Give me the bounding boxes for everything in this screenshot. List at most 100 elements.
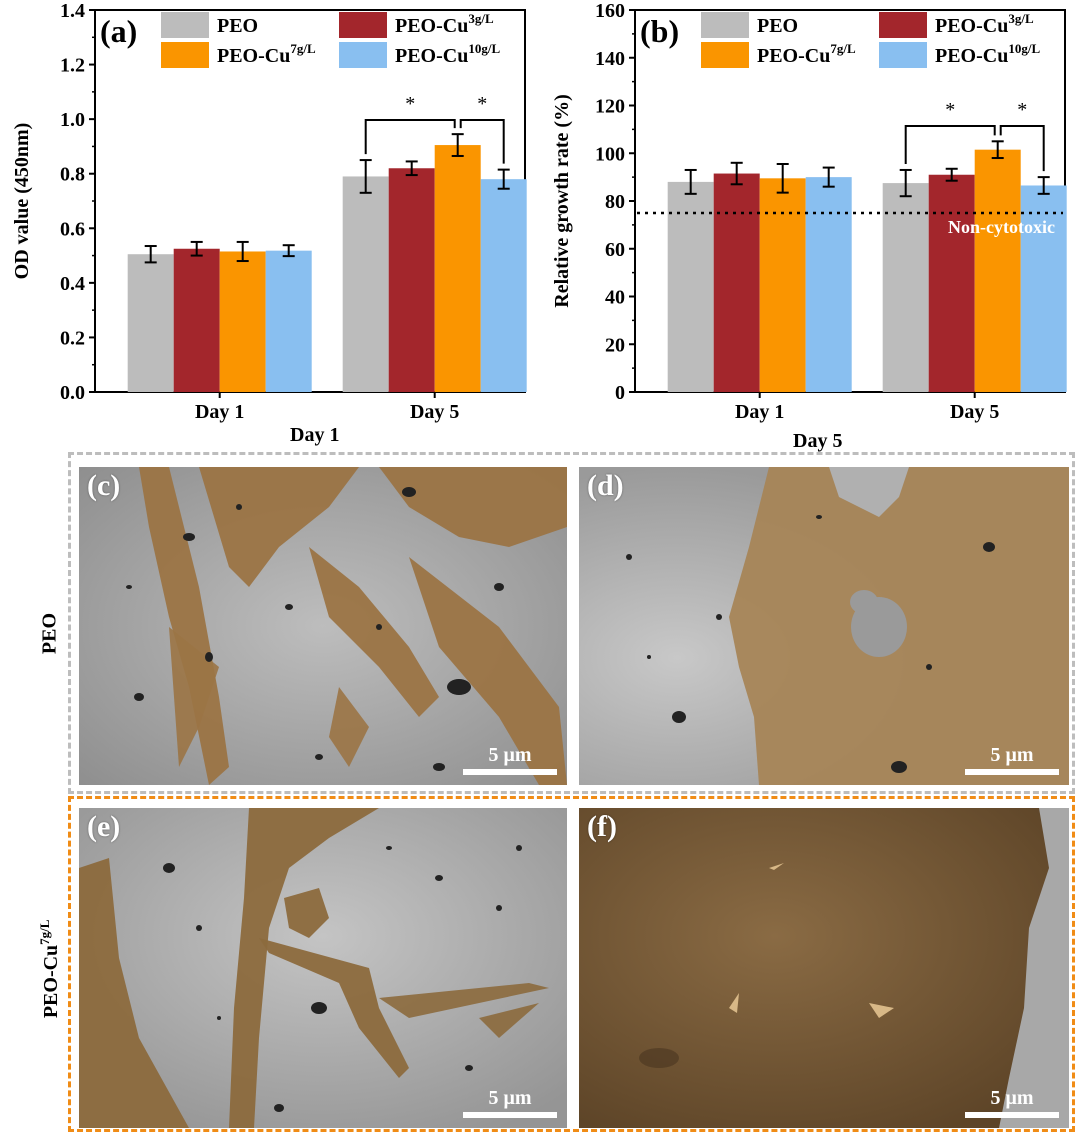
panel-letter-c: (c) <box>87 469 121 502</box>
bar-peo-cu7-0 <box>759 178 806 392</box>
y-axis-label: Relative growth rate (%) <box>551 94 573 307</box>
bar-peo-cu7-1 <box>434 145 481 392</box>
significance-bracket <box>999 125 1045 172</box>
legend-label-sup: 3g/L <box>1008 11 1034 26</box>
y-tick-label: 140 <box>595 48 625 70</box>
significance-bracket <box>364 119 456 155</box>
significance-star: * <box>1017 99 1027 121</box>
bar-peo-cu10-0 <box>805 177 852 392</box>
legend-label-sup: 10g/L <box>1008 41 1040 56</box>
bar-peo-cu7-1 <box>974 149 1021 392</box>
reference-line-label: Non-cytotoxic <box>948 217 1055 237</box>
bar-peo-cu3-0 <box>173 248 220 392</box>
scale-bar-d: 5 μm <box>965 744 1059 775</box>
legend-label-peo-cu10: PEO-Cu10g/L <box>935 41 1040 67</box>
y-tick-label: 1.0 <box>60 109 85 131</box>
significance-star: * <box>945 99 955 121</box>
legend-label-sup: 7g/L <box>290 41 316 56</box>
y-tick-label: 0.8 <box>60 164 85 186</box>
panel-label: (a) <box>100 13 137 49</box>
scale-line-c <box>463 769 557 775</box>
bar-peo-0 <box>667 181 714 392</box>
scale-label-d: 5 μm <box>990 744 1034 766</box>
y-tick-label: 120 <box>595 96 625 118</box>
scale-bar-f: 5 μm <box>965 1087 1059 1118</box>
y-tick-label: 160 <box>595 0 625 22</box>
legend-label-sup: 3g/L <box>468 11 494 26</box>
caption-day-1: Day 1 <box>290 424 340 446</box>
legend-swatch-peo <box>161 12 209 38</box>
micrograph-c: (c) 5 μm <box>79 467 567 785</box>
bar-peo-1 <box>882 183 929 392</box>
legend-label-sup: 7g/L <box>830 41 856 56</box>
bar-peo-cu10-1 <box>1020 185 1067 392</box>
micrograph-d: (d) 5 μm <box>579 467 1069 785</box>
bar-peo-0 <box>127 254 174 392</box>
y-tick-label: 100 <box>595 143 625 165</box>
legend-swatch-peo-cu10 <box>339 42 387 68</box>
legend-swatch-peo <box>701 12 749 38</box>
row-label-peo-cu: PEO-Cu7g/L <box>37 889 63 1049</box>
y-tick-label: 1.2 <box>60 55 85 77</box>
legend-label-peo-cu10: PEO-Cu10g/L <box>395 41 500 67</box>
y-axis-label: OD value (450nm) <box>11 123 33 280</box>
scale-line-d <box>965 769 1059 775</box>
panel-letter-f: (f) <box>587 810 617 843</box>
scale-line-e <box>463 1112 557 1118</box>
legend-label-peo: PEO <box>217 15 258 37</box>
micrograph-e-art <box>79 808 567 1128</box>
chart-a: 0.0 0.2 0.4 0.6 0.8 1.0 1.2 1.4 OD value (450nm)… <box>11 0 527 423</box>
y-tick-label: 60 <box>605 239 625 261</box>
caption-day-5: Day 5 <box>793 430 843 452</box>
legend-swatch-peo-cu10 <box>879 42 927 68</box>
y-tick-label: 40 <box>605 287 625 309</box>
bar-peo-1 <box>342 176 389 392</box>
micrograph-e: (e) 5 μm <box>79 808 567 1128</box>
bar-peo-cu3-1 <box>388 168 435 392</box>
y-tick-label: 0.4 <box>60 273 85 295</box>
scale-label-f: 5 μm <box>990 1087 1034 1109</box>
peo-cu-frame <box>68 796 1075 1132</box>
y-tick-label: 0.2 <box>60 327 85 349</box>
legend-label-peo-cu3: PEO-Cu3g/L <box>935 11 1034 37</box>
scale-bar-e: 5 μm <box>463 1087 557 1118</box>
micrograph-d-art <box>579 467 1069 785</box>
significance-bracket <box>459 119 505 164</box>
legend-swatch-peo-cu7 <box>701 42 749 68</box>
legend-label-peo-cu7: PEO-Cu7g/L <box>757 41 856 67</box>
micrograph-f-art <box>579 808 1069 1128</box>
micrograph-c-art <box>79 467 567 785</box>
legend-swatch-peo-cu3 <box>339 12 387 38</box>
legend-label-peo-cu7: PEO-Cu7g/L <box>217 41 316 67</box>
peo-frame <box>68 452 1075 794</box>
bar-peo-cu10-0 <box>265 250 312 392</box>
scale-bar-c: 5 μm <box>463 744 557 775</box>
significance-star: * <box>477 93 487 115</box>
panel-letter-d: (d) <box>587 469 624 502</box>
y-tick-label: 0.6 <box>60 218 85 240</box>
micrograph-f: (f) 5 μm <box>579 808 1069 1128</box>
legend-label-peo: PEO <box>757 15 798 37</box>
legend-swatch-peo-cu7 <box>161 42 209 68</box>
row-label-peo-cu-base: PEO-Cu <box>39 944 62 1019</box>
x-tick-label: Day 5 <box>410 401 459 423</box>
y-tick-label: 1.4 <box>60 0 85 22</box>
x-tick-label: Day 1 <box>735 401 784 423</box>
significance-bracket <box>904 125 996 164</box>
bar-peo-cu3-1 <box>928 174 975 392</box>
significance-star: * <box>405 93 415 115</box>
x-tick-label: Day 1 <box>195 401 244 423</box>
y-tick-label: 0.0 <box>60 382 85 404</box>
legend-label-sup: 10g/L <box>468 41 500 56</box>
y-tick-label: 80 <box>605 191 625 213</box>
bar-peo-cu3-0 <box>713 173 760 392</box>
bar-peo-cu7-0 <box>219 251 266 392</box>
bar-peo-cu10-1 <box>480 179 527 392</box>
legend-swatch-peo-cu3 <box>879 12 927 38</box>
chart-b: 0 20 40 60 80 100 120 140 160 Relative growth rat… <box>551 0 1067 423</box>
row-label-peo-cu-sup: 7g/L <box>37 919 53 945</box>
legend-label-peo-cu3: PEO-Cu3g/L <box>395 11 494 37</box>
scale-label-e: 5 μm <box>488 1087 532 1109</box>
scale-label-c: 5 μm <box>488 744 532 766</box>
x-tick-label: Day 5 <box>950 401 999 423</box>
